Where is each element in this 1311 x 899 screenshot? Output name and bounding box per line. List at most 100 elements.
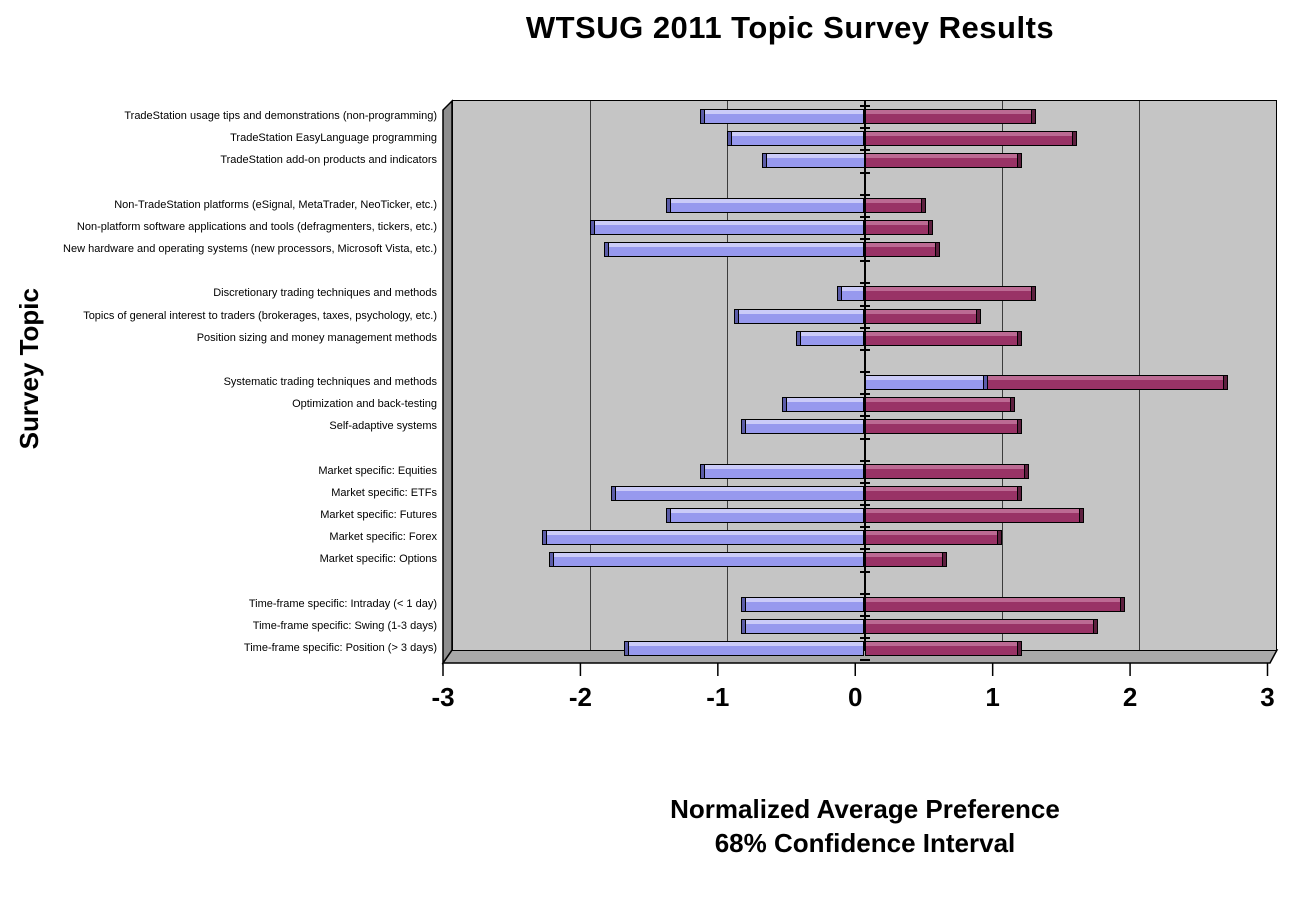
bar-upper-bound [864,397,1016,413]
zero-axis-category-tick [859,171,870,174]
bar-lower-bound [590,219,865,235]
gridline [727,101,729,650]
bar-lower-bound [741,419,865,435]
zero-axis-category-tick [859,614,870,617]
bar-3d-end-cap [1010,398,1015,412]
bar-upper-bound [864,308,982,324]
chart-side-wall [442,99,453,666]
bar-upper-bound [864,552,947,568]
bar-lower-bound [727,131,865,147]
category-label: Discretionary trading techniques and met… [213,287,437,300]
x-axis-title-line1: Normalized Average Preference [670,794,1060,824]
zero-axis-category-tick [859,548,870,551]
bar-3d-end-cap [1078,509,1083,523]
bar-3d-end-cap [742,619,747,633]
bar-3d-end-cap [762,154,767,168]
category-label: Optimization and back-testing [292,398,437,411]
bar-lower-bound [549,552,865,568]
bar-3d-end-cap [666,198,671,212]
bar-3d-end-cap [1120,597,1125,611]
zero-axis-category-tick [859,193,870,196]
zero-axis-category-tick [859,526,870,529]
category-label: Self-adaptive systems [329,420,437,433]
bar-3d-end-cap [611,486,616,500]
bar-lower-bound [699,463,865,479]
category-label: Market specific: ETFs [331,486,437,499]
chart-title: WTSUG 2011 Topic Survey Results [525,10,1055,45]
bar-upper-bound [864,596,1126,612]
gridline [590,101,592,650]
category-label: Topics of general interest to traders (b… [83,309,437,322]
bar-upper-bound [864,330,1023,346]
zero-axis-category-tick [859,459,870,462]
zero-axis-category-tick [859,348,870,351]
bar-upper-bound [864,153,1023,169]
bar-3d-end-cap [591,220,596,234]
bar-lower-bound [624,641,865,657]
x-tick-label: 3 [1260,682,1275,712]
bar-3d-end-cap [1222,376,1227,390]
bar-upper-bound [864,219,934,235]
zero-axis-category-tick [859,659,870,662]
bar-3d-end-cap [976,309,981,323]
x-tick-label: -2 [568,682,592,712]
zero-axis-category-tick [859,393,870,396]
bar-3d-end-cap [996,531,1001,545]
bar-lower-bound [782,397,865,413]
bar-3d-end-cap [550,553,555,567]
category-label: TradeStation usage tips and demonstratio… [124,110,437,123]
bar-3d-end-cap [742,420,747,434]
zero-axis-category-tick [859,260,870,263]
bar-3d-end-cap [742,597,747,611]
zero-axis-category-tick [859,149,870,152]
bar-3d-end-cap [604,243,609,257]
category-label: Market specific: Options [319,553,437,566]
bar-3d-end-cap [728,132,733,146]
zero-axis-category-tick [859,570,870,573]
bar-lower-bound [610,485,865,501]
zero-axis-category-tick [859,215,870,218]
bar-3d-end-cap [1017,642,1022,656]
category-label: TradeStation EasyLanguage programming [230,132,437,145]
bar-3d-end-cap [982,376,987,390]
bar-lower-bound [665,197,865,213]
bar-3d-end-cap [1017,331,1022,345]
bar-3d-end-cap [1092,619,1097,633]
bar-lower-bound [734,308,865,324]
x-axis-tick-labels: -3 -2 -1 0 1 2 3 [0,682,1311,714]
bar-3d-end-cap [1072,132,1077,146]
bar-3d-end-cap [1030,110,1035,124]
bar-3d-end-cap [1017,154,1022,168]
category-label: Market specific: Futures [320,509,437,522]
bar-3d-end-cap [666,509,671,523]
bar-3d-end-cap [1017,486,1022,500]
bar-lower-bound [864,375,988,391]
x-tick-label: -3 [431,682,455,712]
category-label: Non-TradeStation platforms (eSignal, Met… [114,198,437,211]
y-axis-title: Survey Topic [14,288,44,450]
bar-upper-bound [864,109,1036,125]
category-label: Time-frame specific: Swing (1-3 days) [252,619,437,632]
zero-axis-category-tick [859,504,870,507]
bar-3d-end-cap [928,220,933,234]
bar-3d-end-cap [543,531,548,545]
bar-upper-bound [864,508,1084,524]
bar-3d-end-cap [735,309,740,323]
category-label: Systematic trading techniques and method… [223,376,437,389]
zero-axis-category-tick [859,326,870,329]
category-label: Non-platform software applications and t… [76,220,437,233]
x-tick-label: -1 [706,682,730,712]
zero-axis-category-tick [859,637,870,640]
category-label: Time-frame specific: Intraday (< 1 day) [248,597,437,610]
bar-upper-bound [864,641,1023,657]
bar-upper-bound [864,131,1078,147]
bar-upper-bound [864,485,1023,501]
bar-3d-end-cap [1024,464,1029,478]
bar-upper-bound [864,419,1023,435]
zero-axis-category-tick [859,437,870,440]
bar-3d-end-cap [1017,420,1022,434]
bar-lower-bound [795,330,865,346]
bar-lower-bound [665,508,865,524]
category-label: Time-frame specific: Position (> 3 days) [243,642,437,655]
